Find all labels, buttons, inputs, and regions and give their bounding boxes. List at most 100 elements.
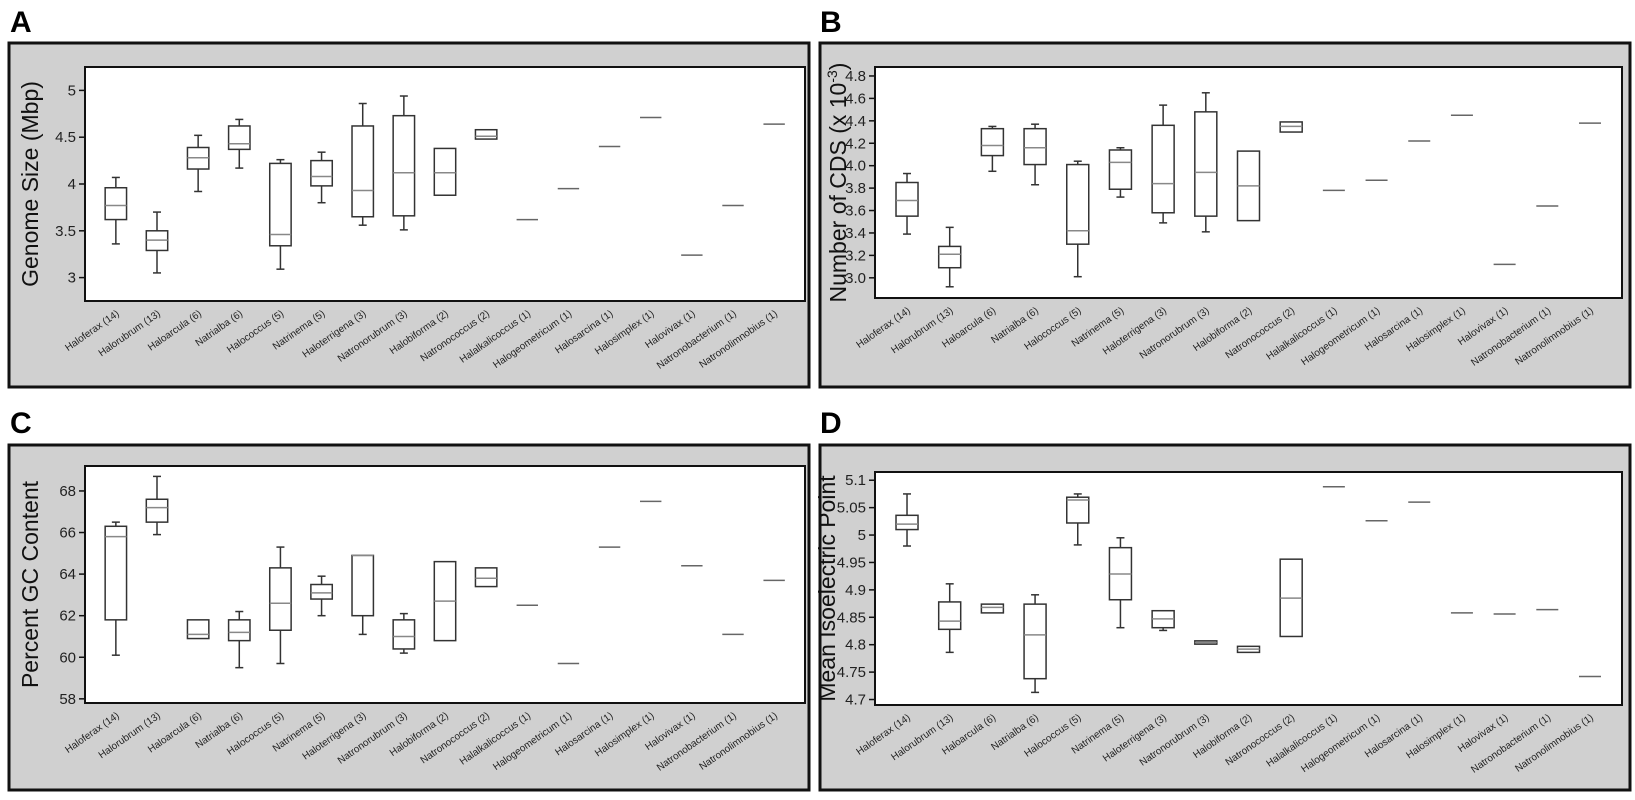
y-tick-label: 4.7	[845, 692, 866, 709]
box-10	[474, 128, 498, 140]
iqr-box	[1108, 149, 1133, 190]
box-5	[268, 546, 292, 665]
y-axis-label: Percent GC Content	[17, 480, 43, 688]
box-10	[474, 567, 498, 588]
y-tick-label: 58	[59, 691, 76, 708]
box-10	[1279, 121, 1303, 133]
box-8	[1194, 640, 1218, 645]
y-tick-label: 4	[68, 176, 76, 193]
iqr-box	[310, 159, 334, 187]
box-2	[145, 211, 169, 274]
box-3	[980, 603, 1005, 614]
iqr-box	[145, 498, 169, 523]
iqr-box	[895, 514, 919, 531]
iqr-box	[937, 245, 962, 269]
box-10	[1279, 558, 1303, 638]
y-axis-label: Number of CDS (x 10-3)	[824, 63, 851, 303]
box-6	[310, 151, 334, 204]
iqr-box	[1023, 127, 1047, 166]
iqr-box	[310, 583, 334, 600]
iqr-box	[186, 619, 210, 640]
y-tick-label: 5	[68, 82, 76, 99]
box-9	[1236, 645, 1261, 654]
box-7	[351, 102, 375, 226]
box-3	[186, 134, 210, 193]
y-tick-label: 62	[59, 608, 76, 625]
box-2	[145, 475, 169, 536]
y-tick-label: 4.2	[845, 135, 866, 152]
box-9	[1236, 150, 1261, 222]
box-8	[1194, 92, 1218, 233]
y-tick-label: 3.8	[845, 180, 866, 197]
y-tick-label: 3	[68, 270, 76, 287]
y-tick-label: 5.05	[837, 500, 866, 517]
y-tick-label: 4.95	[837, 554, 866, 571]
iqr-box	[1066, 496, 1090, 524]
box-1	[104, 176, 128, 245]
box-1	[895, 172, 919, 235]
y-tick-label: 3.5	[55, 223, 76, 240]
iqr-box	[268, 567, 292, 631]
y-tick-label: 4.8	[845, 68, 866, 85]
iqr-box	[268, 162, 292, 247]
iqr-box	[104, 186, 128, 221]
box-8	[392, 612, 416, 654]
y-tick-label: 64	[59, 566, 76, 583]
box-7	[1151, 104, 1175, 224]
box-6	[310, 575, 334, 617]
plot-area	[874, 471, 1623, 706]
y-tick-label: 4.85	[837, 609, 866, 626]
box-2	[937, 226, 962, 288]
y-tick-label: 66	[59, 525, 76, 542]
iqr-box	[1151, 124, 1175, 214]
box-9	[433, 147, 457, 196]
box-6	[1108, 537, 1133, 629]
panel-letter: C	[10, 407, 32, 440]
iqr-box	[227, 125, 251, 151]
y-tick-label: 4.4	[845, 113, 866, 130]
panel-letter: D	[820, 407, 842, 440]
y-tick-label: 3.2	[845, 247, 866, 264]
y-tick-label: 3.0	[845, 270, 866, 287]
y-tick-label: 4.5	[55, 129, 76, 146]
box-9	[433, 560, 457, 642]
y-tick-label: 3.4	[845, 225, 866, 242]
box-8	[392, 95, 416, 231]
iqr-box	[895, 181, 919, 217]
iqr-box	[474, 128, 498, 140]
iqr-box	[104, 525, 128, 621]
iqr-box	[980, 127, 1005, 157]
y-tick-label: 4.75	[837, 664, 866, 681]
panel-letter: A	[10, 6, 32, 39]
box-5	[1066, 493, 1090, 546]
panel-letter: B	[820, 6, 842, 39]
box-4	[1023, 123, 1047, 186]
box-4	[227, 118, 251, 169]
box-6	[1108, 146, 1133, 198]
box-4	[227, 610, 251, 669]
iqr-box	[227, 619, 251, 642]
box-7	[1151, 609, 1175, 632]
iqr-box	[474, 567, 498, 588]
box-3	[186, 619, 210, 640]
iqr-box	[351, 125, 375, 218]
box-4	[1023, 594, 1047, 694]
iqr-box	[392, 114, 416, 217]
y-tick-label: 4.9	[845, 582, 866, 599]
iqr-box	[937, 601, 962, 631]
y-axis-label: Genome Size (Mbp)	[17, 81, 43, 287]
iqr-box	[433, 147, 457, 196]
iqr-box	[1066, 163, 1090, 245]
y-tick-label: 5.1	[845, 472, 866, 489]
iqr-box	[392, 619, 416, 650]
box-3	[980, 125, 1005, 173]
box-1	[104, 521, 128, 656]
iqr-box	[351, 554, 375, 617]
box-5	[1066, 160, 1090, 278]
y-tick-label: 60	[59, 649, 76, 666]
y-tick-label: 3.6	[845, 203, 866, 220]
iqr-box	[1194, 111, 1218, 217]
